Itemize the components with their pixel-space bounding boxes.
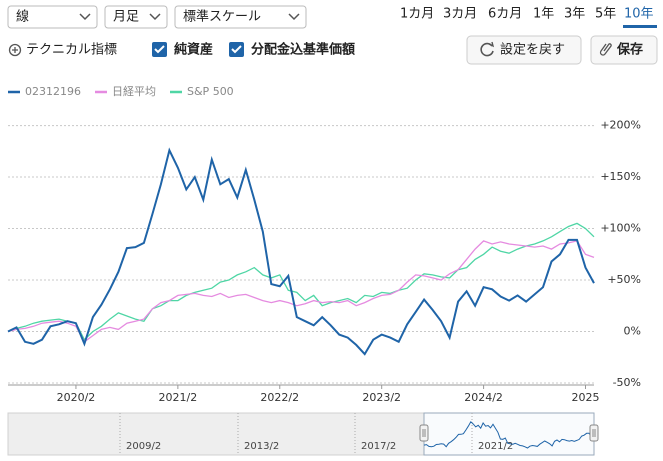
checkbox-label: 純資産 [174,42,213,58]
period[interactable]: 5年 [595,7,616,22]
x-tick-label: 2021/2 [159,391,198,404]
checkbox[interactable]: 分配金込基準価額 [229,42,355,58]
dropdown[interactable]: 線 [7,5,98,29]
series-line [7,147,595,356]
navigator: 2009/2 2013/2 2017/2 2021/2 [7,412,595,456]
dropdown-label: 月足 [113,10,139,25]
navigator-line [423,421,595,449]
technical[interactable]: テクニカル指標 [8,43,118,58]
navigator-label: 2009/2 [126,441,161,452]
y-tick-label: +100% [600,222,641,235]
legend-label: 日経平均 [112,85,156,98]
legend-label: 02312196 [25,85,81,98]
selected-underline [623,25,657,28]
period-selected[interactable]: 10年 [624,7,654,22]
y-tick-label: +150% [600,170,641,183]
reset-button[interactable]: 設定を戻す [466,35,582,65]
navigator-label: 2021/2 [478,441,513,452]
x-tick-label: 2023/2 [362,391,401,404]
series-line [7,240,595,343]
period[interactable]: 6カ月 [488,7,522,22]
period[interactable]: 3年 [564,7,585,22]
dropdown-label: 標準スケール [183,9,261,25]
y-tick-label: +50% [607,273,641,286]
y-tick-label: -50% [613,376,641,389]
series-line [7,222,595,341]
x-tick-label: 2022/2 [260,391,299,404]
technical-label: テクニカル指標 [26,43,117,58]
period[interactable]: 1カ月 [400,7,434,22]
period[interactable]: 1年 [533,7,554,22]
period-tabs: 1カ月 3カ月 6カ月 1年 3年 5年 10年 [400,7,657,28]
navigator-label: 2013/2 [244,441,279,452]
legend-label: S&P 500 [187,85,234,98]
save-button[interactable]: 保存 [590,35,658,65]
dropdown[interactable]: 月足 [104,5,168,29]
y-tick-label: 0% [624,324,641,337]
dropdown[interactable]: 標準スケール [174,5,307,29]
checkbox-label: 分配金込基準価額 [251,42,355,58]
navigator-handle[interactable] [419,424,429,442]
x-tick-label: 2020/2 [57,391,96,404]
button-label: 設定を戻す [500,42,565,58]
period[interactable]: 3カ月 [443,7,477,22]
x-tick-label: 2025 [572,391,600,404]
dropdown-label: 線 [16,9,29,25]
y-tick-label: +200% [600,119,641,132]
x-tick-label: 2024/2 [464,391,503,404]
navigator-label: 2017/2 [361,441,396,452]
button-label: 保存 [616,42,643,58]
navigator-handle[interactable] [589,424,599,442]
checkbox[interactable]: 純資産 [152,42,213,58]
